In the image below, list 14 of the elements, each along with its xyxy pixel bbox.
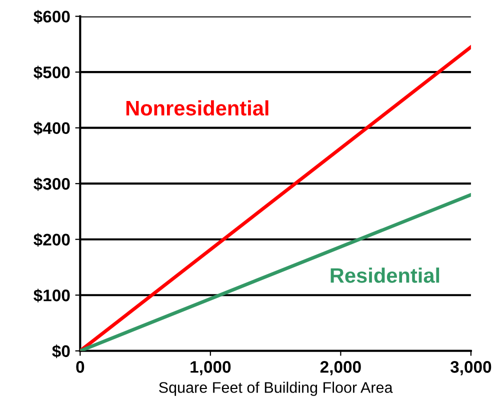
series-label: Residential (330, 268, 440, 283)
y-tick-label: $200 (34, 233, 70, 247)
y-tick-label: $300 (34, 177, 70, 191)
x-tick-label: 2,000 (320, 361, 361, 376)
y-tick-label: $400 (34, 122, 70, 136)
y-tick-label: $600 (34, 10, 70, 24)
text: Nonresidential (126, 100, 268, 116)
x-tick-label: 0 (76, 361, 84, 373)
y-tick-label: $500 (34, 66, 70, 80)
x-tick-label: 1,000 (190, 361, 231, 376)
y-tick-label: $100 (34, 288, 70, 302)
y-tick-label: $0 (52, 344, 70, 358)
x-tick-label: 3,000 (450, 361, 492, 376)
x-axis-title: Square Feet of Building Floor Area (159, 382, 393, 396)
